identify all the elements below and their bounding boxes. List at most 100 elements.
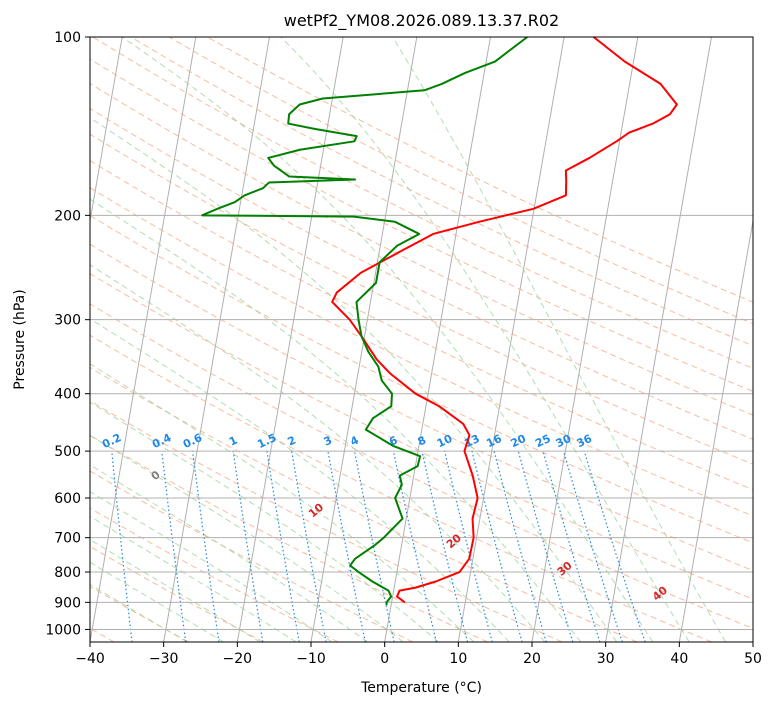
dry-adiabat-line <box>207 37 753 303</box>
mixing-ratio-label: 8 <box>416 434 428 449</box>
mixing-ratio-line <box>517 450 574 642</box>
moist-adiabat-line <box>90 561 225 642</box>
dry-adiabat-line <box>90 160 753 491</box>
mixing-ratio-line <box>111 451 133 642</box>
mixing-ratio-line <box>444 450 493 642</box>
y-tick-label: 600 <box>54 491 81 507</box>
isotherm-lines <box>90 37 753 642</box>
mixing-ratio-label: 20 <box>509 432 529 450</box>
dry-adiabat-line <box>92 37 753 369</box>
temperature-line <box>331 37 678 604</box>
y-tick-label: 300 <box>54 313 81 329</box>
dry-adiabat-line <box>90 58 753 392</box>
mixing-ratio-line <box>542 450 601 642</box>
mixing-ratio-label: 25 <box>533 432 552 450</box>
moist-adiabat-line <box>90 264 546 642</box>
moist-adiabat-label: 30 <box>555 559 575 579</box>
moist-adiabat-line <box>90 515 297 642</box>
isotherm-line <box>90 37 197 642</box>
dry-adiabat-line <box>90 272 753 600</box>
x-tick-label: 0 <box>380 651 389 667</box>
dry-adiabat-line <box>90 303 753 630</box>
x-axis-ticks: −40 −30 −20 −10 0 10 20 30 40 50 <box>75 642 762 667</box>
mixing-ratio-lines <box>111 450 646 642</box>
dry-adiabat-line <box>90 214 753 544</box>
moist-adiabat-line <box>392 37 726 642</box>
isotherm-line <box>163 37 270 642</box>
mixing-ratio-label: 3 <box>322 434 334 449</box>
x-tick-label: 30 <box>597 651 615 667</box>
moist-adiabat-line <box>90 539 261 642</box>
mixing-ratio-label: 0.2 <box>100 431 123 451</box>
y-tick-label: 200 <box>54 208 81 224</box>
plot-area: -100-90-80-70-60-50-40-30-20-100.10.20.4… <box>90 37 753 642</box>
y-tick-label: 800 <box>54 565 81 581</box>
mixing-ratio-line <box>471 450 523 642</box>
moist-adiabat-line <box>280 37 690 642</box>
moist-adiabat-line <box>90 198 582 642</box>
mixing-ratio-label: 1.5 <box>255 431 278 451</box>
moist-adiabat-line <box>90 401 439 642</box>
mixing-ratio-label: 10 <box>435 432 455 450</box>
y-tick-label: 700 <box>54 531 81 547</box>
dry-adiabat-line <box>130 37 753 347</box>
y-tick-label: 1000 <box>45 622 81 638</box>
moist-adiabat-line <box>90 583 188 642</box>
mixing-ratio-label: 16 <box>484 432 504 450</box>
profile-series <box>201 37 678 606</box>
isotherm-line <box>457 37 565 642</box>
x-tick-label: −10 <box>296 651 326 667</box>
dry-adiabat-line <box>90 545 264 642</box>
y-tick-label: 100 <box>54 30 81 46</box>
x-tick-label: −20 <box>223 651 253 667</box>
mixing-ratio-label: 0.4 <box>150 431 173 451</box>
mixing-ratio-line <box>266 451 300 642</box>
dry-adiabat-line <box>168 37 753 325</box>
mixing-ratio-line <box>191 451 220 642</box>
mixing-ratio-label: 30 <box>554 432 574 450</box>
isotherm-line <box>605 37 712 642</box>
dry-adiabat-line <box>90 470 414 642</box>
moist-adiabat-label: 0 <box>149 468 163 483</box>
moist-adiabat-line <box>90 464 368 642</box>
dry-adiabat-line <box>90 243 753 572</box>
dewpoint-line <box>201 37 528 606</box>
dry-adiabat-line <box>90 400 563 642</box>
mixing-ratio-line <box>232 451 264 642</box>
isotherm-line <box>90 37 123 224</box>
mixing-ratio-line <box>327 450 366 642</box>
pressure-gridlines <box>90 37 753 630</box>
dry-adiabat-lines <box>90 37 753 642</box>
mixing-ratio-label: 2 <box>286 434 298 449</box>
mixing-ratio-label: 0.6 <box>181 431 204 451</box>
x-tick-label: −40 <box>75 651 105 667</box>
x-tick-label: −30 <box>149 651 179 667</box>
dry-adiabat-line <box>90 434 488 642</box>
plot-frame <box>89 36 754 643</box>
moist-adiabat-label: 10 <box>306 500 326 520</box>
moist-adiabat-line <box>90 363 475 642</box>
x-axis-label: Temperature (°C) <box>360 680 482 696</box>
dry-adiabat-line <box>90 585 190 642</box>
chart-title: wetPf2_YM08.2026.089.13.37.R02 <box>284 11 559 31</box>
dry-adiabat-line <box>90 187 753 517</box>
y-tick-label: 900 <box>54 595 81 611</box>
mixing-ratio-line <box>421 450 469 642</box>
moist-adiabat-line <box>121 37 654 642</box>
guide-line-labels: -100-90-80-70-60-50-40-30-20-100.10.20.4… <box>100 431 670 604</box>
moist-adiabat-line <box>90 434 404 642</box>
mixing-ratio-label: 36 <box>575 432 595 450</box>
mixing-ratio-line <box>562 450 623 642</box>
x-tick-label: 10 <box>449 651 467 667</box>
dry-adiabat-line <box>90 366 638 642</box>
y-axis-ticks: 100 200 300 400 500 600 700 800 900 1000 <box>45 30 90 638</box>
isotherm-line <box>752 639 753 642</box>
isotherm-line <box>236 37 344 642</box>
x-tick-label: 20 <box>523 651 541 667</box>
mixing-ratio-label: 4 <box>348 433 361 448</box>
mixing-ratio-line <box>291 451 327 642</box>
x-tick-label: 50 <box>744 651 762 667</box>
mixing-ratio-line <box>392 450 438 642</box>
dry-adiabat-line <box>90 507 339 642</box>
